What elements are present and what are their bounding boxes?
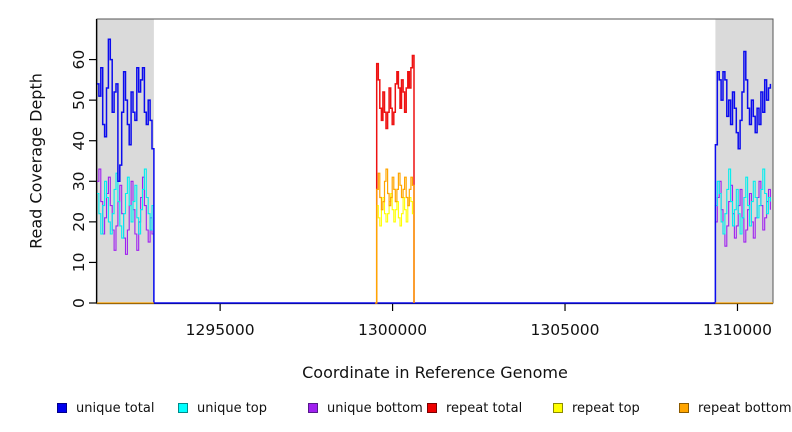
unique-bottom-swatch-icon (308, 403, 318, 413)
legend: unique total unique top unique bottom re… (0, 399, 792, 419)
plot-box (96, 18, 774, 304)
legend-label: unique total (76, 400, 155, 416)
series-repeat-bottom (375, 168, 415, 304)
legend-label: unique bottom (327, 400, 423, 416)
unique-top-swatch-icon (178, 403, 188, 413)
x-tick-label: 1305000 (531, 321, 600, 339)
y-tick-label: 40 (70, 131, 88, 151)
y-tick-label: 10 (70, 253, 88, 273)
legend-item-unique-bottom: unique bottom (308, 399, 423, 417)
repeat-total-swatch-icon (427, 403, 437, 413)
y-tick-label: 60 (70, 50, 88, 70)
legend-label: repeat bottom (698, 400, 792, 416)
masked-region (97, 19, 154, 303)
unique-total-swatch-icon (57, 403, 67, 413)
legend-item-repeat-total: repeat total (427, 399, 522, 417)
legend-item-repeat-top: repeat top (553, 399, 640, 417)
x-axis-title: Coordinate in Reference Genome (302, 363, 568, 382)
repeat-bottom-swatch-icon (679, 403, 689, 413)
y-tick-label: 50 (70, 90, 88, 110)
legend-label: repeat total (446, 400, 523, 416)
legend-item-unique-total: unique total (57, 399, 154, 417)
series-unique-top (97, 168, 155, 303)
series-unique-total (713, 50, 772, 304)
y-tick-label: 30 (70, 171, 88, 191)
repeat-top-swatch-icon (553, 403, 563, 413)
x-tick-label: 1295000 (186, 321, 255, 339)
series-repeat-total (375, 54, 415, 304)
legend-item-repeat-bottom: repeat bottom (679, 399, 792, 417)
y-axis-title: Read Coverage Depth (26, 73, 46, 249)
x-tick-label: 1310000 (703, 321, 772, 339)
legend-label: unique top (197, 400, 268, 416)
legend-item-unique-top: unique top (178, 399, 267, 417)
series-unique-top (713, 168, 771, 304)
x-tick-label: 1300000 (358, 321, 427, 339)
legend-label: repeat top (572, 400, 640, 416)
y-tick-label: 0 (70, 298, 88, 308)
y-tick-label: 20 (70, 212, 88, 232)
series-unique-total (97, 38, 155, 303)
